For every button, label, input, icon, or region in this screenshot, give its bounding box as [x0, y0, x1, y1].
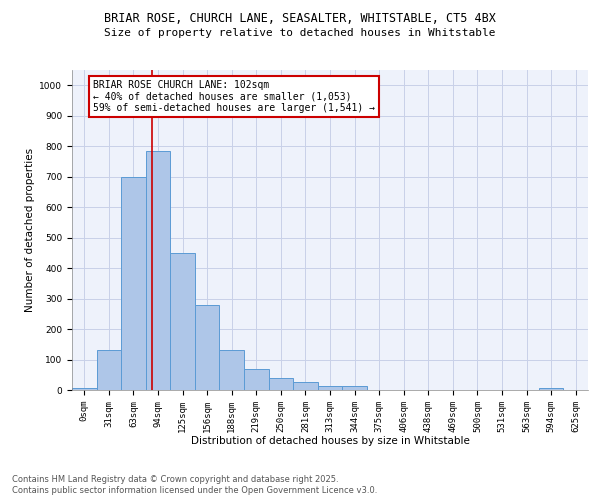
Bar	[244, 368, 269, 390]
Bar	[342, 386, 367, 390]
Bar	[72, 388, 97, 390]
Bar	[146, 151, 170, 390]
Text: BRIAR ROSE, CHURCH LANE, SEASALTER, WHITSTABLE, CT5 4BX: BRIAR ROSE, CHURCH LANE, SEASALTER, WHIT…	[104, 12, 496, 26]
Text: Contains HM Land Registry data © Crown copyright and database right 2025.: Contains HM Land Registry data © Crown c…	[12, 475, 338, 484]
Bar	[293, 382, 318, 390]
Text: Contains public sector information licensed under the Open Government Licence v3: Contains public sector information licen…	[12, 486, 377, 495]
Bar	[539, 388, 563, 390]
Text: Size of property relative to detached houses in Whitstable: Size of property relative to detached ho…	[104, 28, 496, 38]
Bar	[195, 304, 220, 390]
Bar	[269, 378, 293, 390]
Bar	[170, 253, 195, 390]
Bar	[121, 176, 146, 390]
Bar	[318, 386, 342, 390]
Bar	[220, 350, 244, 390]
X-axis label: Distribution of detached houses by size in Whitstable: Distribution of detached houses by size …	[191, 436, 469, 446]
Bar	[97, 350, 121, 390]
Y-axis label: Number of detached properties: Number of detached properties	[25, 148, 35, 312]
Text: BRIAR ROSE CHURCH LANE: 102sqm
← 40% of detached houses are smaller (1,053)
59% : BRIAR ROSE CHURCH LANE: 102sqm ← 40% of …	[92, 80, 374, 113]
